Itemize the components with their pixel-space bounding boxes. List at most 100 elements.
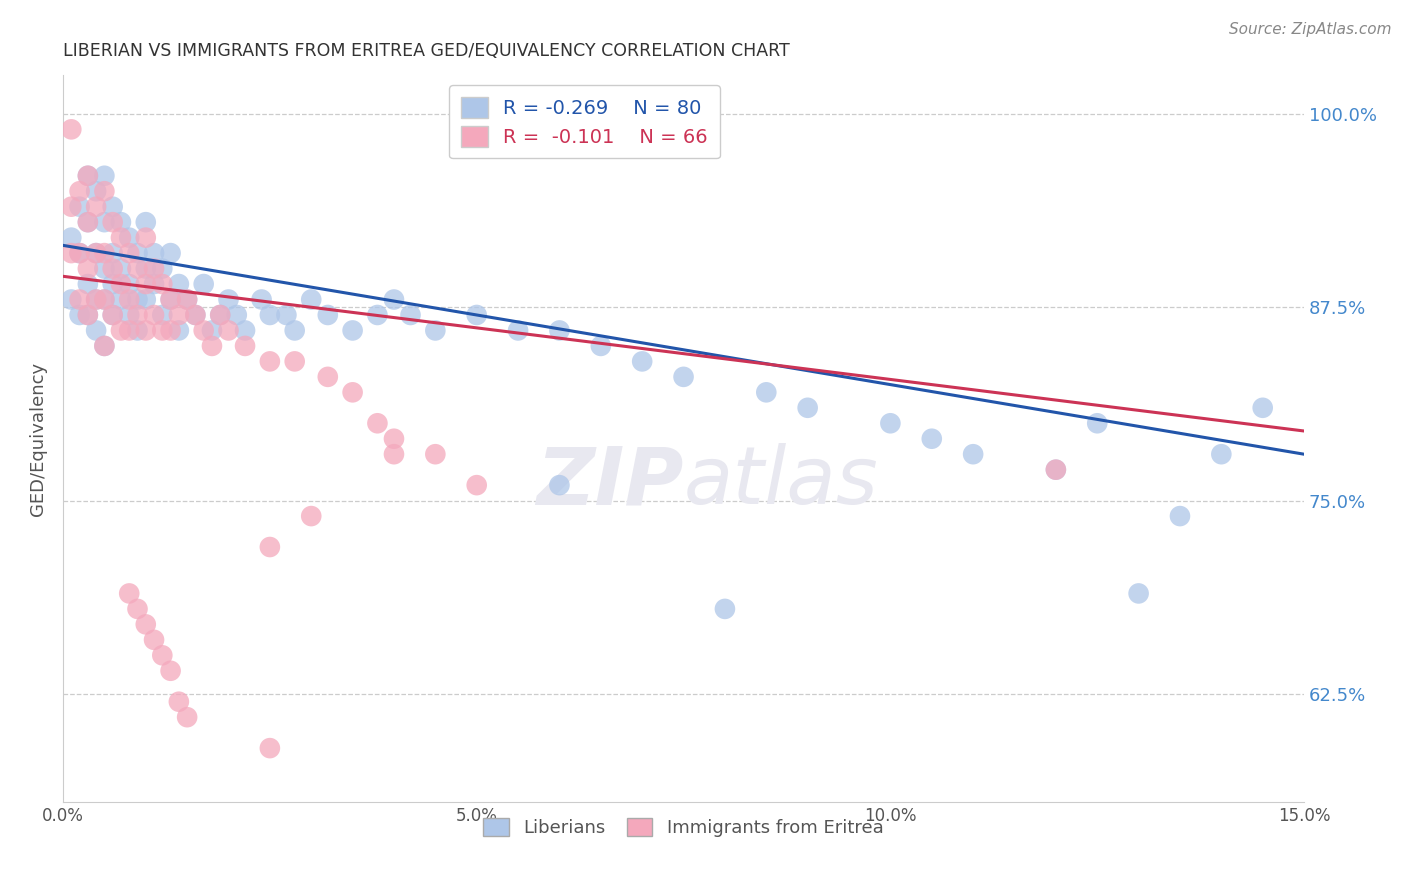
Point bbox=[93, 215, 115, 229]
Point bbox=[135, 277, 157, 291]
Point bbox=[150, 308, 173, 322]
Point bbox=[143, 632, 166, 647]
Point bbox=[259, 741, 281, 756]
Point bbox=[60, 230, 83, 244]
Point bbox=[176, 293, 198, 307]
Point bbox=[167, 277, 190, 291]
Point bbox=[425, 323, 447, 337]
Point bbox=[259, 540, 281, 554]
Point bbox=[225, 308, 247, 322]
Point bbox=[135, 261, 157, 276]
Point bbox=[135, 230, 157, 244]
Point bbox=[159, 246, 181, 260]
Point bbox=[259, 308, 281, 322]
Point bbox=[93, 339, 115, 353]
Point bbox=[76, 215, 98, 229]
Point bbox=[143, 308, 166, 322]
Point bbox=[425, 447, 447, 461]
Point bbox=[84, 323, 107, 337]
Point bbox=[1085, 417, 1108, 431]
Point bbox=[76, 277, 98, 291]
Point bbox=[382, 447, 405, 461]
Point bbox=[110, 277, 132, 291]
Point bbox=[118, 230, 141, 244]
Point bbox=[193, 277, 215, 291]
Point bbox=[159, 664, 181, 678]
Point bbox=[1045, 463, 1067, 477]
Point bbox=[101, 308, 124, 322]
Point bbox=[60, 246, 83, 260]
Point bbox=[76, 308, 98, 322]
Point bbox=[127, 602, 149, 616]
Point bbox=[118, 277, 141, 291]
Point bbox=[93, 293, 115, 307]
Point bbox=[150, 261, 173, 276]
Text: atlas: atlas bbox=[683, 443, 879, 521]
Point bbox=[93, 246, 115, 260]
Point bbox=[672, 369, 695, 384]
Point bbox=[143, 261, 166, 276]
Point bbox=[127, 246, 149, 260]
Point bbox=[76, 215, 98, 229]
Point bbox=[127, 323, 149, 337]
Point bbox=[101, 215, 124, 229]
Point bbox=[110, 230, 132, 244]
Point bbox=[150, 648, 173, 663]
Point bbox=[110, 293, 132, 307]
Point bbox=[342, 385, 364, 400]
Point bbox=[342, 323, 364, 337]
Point bbox=[60, 200, 83, 214]
Point bbox=[548, 323, 571, 337]
Point bbox=[176, 293, 198, 307]
Point bbox=[714, 602, 737, 616]
Point bbox=[1251, 401, 1274, 415]
Point bbox=[76, 169, 98, 183]
Point bbox=[127, 261, 149, 276]
Point bbox=[69, 308, 91, 322]
Y-axis label: GED/Equivalency: GED/Equivalency bbox=[30, 361, 46, 516]
Point bbox=[93, 184, 115, 198]
Point bbox=[110, 323, 132, 337]
Point bbox=[118, 293, 141, 307]
Point bbox=[276, 308, 298, 322]
Point bbox=[233, 323, 256, 337]
Point bbox=[60, 293, 83, 307]
Point bbox=[921, 432, 943, 446]
Point bbox=[366, 417, 388, 431]
Point bbox=[201, 323, 224, 337]
Point bbox=[167, 323, 190, 337]
Point bbox=[76, 169, 98, 183]
Point bbox=[382, 293, 405, 307]
Point bbox=[93, 169, 115, 183]
Point bbox=[1045, 463, 1067, 477]
Point bbox=[366, 308, 388, 322]
Point bbox=[233, 339, 256, 353]
Point bbox=[399, 308, 422, 322]
Point bbox=[69, 246, 91, 260]
Point bbox=[118, 246, 141, 260]
Point bbox=[118, 586, 141, 600]
Point bbox=[796, 401, 818, 415]
Point bbox=[101, 308, 124, 322]
Point bbox=[284, 354, 307, 368]
Point bbox=[316, 369, 339, 384]
Point bbox=[209, 308, 232, 322]
Point bbox=[135, 617, 157, 632]
Point bbox=[118, 323, 141, 337]
Point bbox=[69, 200, 91, 214]
Point bbox=[184, 308, 207, 322]
Point bbox=[150, 323, 173, 337]
Point bbox=[60, 122, 83, 136]
Point bbox=[1168, 509, 1191, 524]
Point bbox=[879, 417, 901, 431]
Point bbox=[101, 277, 124, 291]
Point bbox=[193, 323, 215, 337]
Point bbox=[101, 261, 124, 276]
Point bbox=[548, 478, 571, 492]
Point bbox=[506, 323, 529, 337]
Point bbox=[218, 293, 240, 307]
Point bbox=[150, 277, 173, 291]
Point bbox=[127, 293, 149, 307]
Point bbox=[127, 308, 149, 322]
Point bbox=[184, 308, 207, 322]
